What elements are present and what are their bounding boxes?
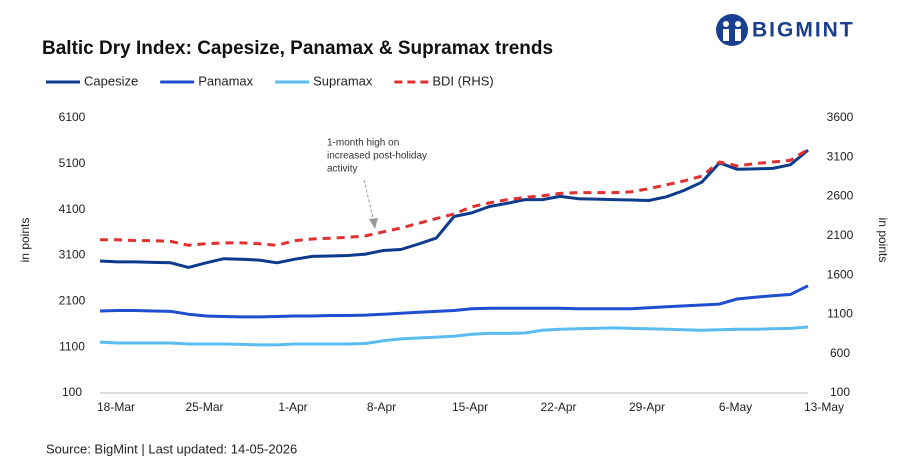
y2-tick-label: 3100 <box>827 149 854 163</box>
series-line <box>99 148 809 269</box>
y-tick-label: 3100 <box>59 248 86 262</box>
y-tick-label: 4100 <box>59 202 86 216</box>
series-line <box>100 148 809 247</box>
x-tick-label: 13-May <box>804 400 844 414</box>
y2-tick-label: 3600 <box>827 110 854 124</box>
y2-tick-label: 1600 <box>827 267 854 281</box>
y-tick-label: 6100 <box>59 110 86 124</box>
x-tick-label: 22-Apr <box>540 400 576 414</box>
legend-label: Supramax <box>313 73 373 88</box>
series-line <box>99 284 809 319</box>
chart-title: Baltic Dry Index: Capesize, Panamax & Su… <box>42 38 553 59</box>
x-tick-label: 15-Apr <box>452 400 488 414</box>
y2-tick-label: 1100 <box>827 307 853 321</box>
annotation-arrowhead <box>369 218 378 229</box>
x-tick-label: 29-Apr <box>629 400 665 414</box>
annotation: 1-month high on increased post-holiday a… <box>327 138 427 229</box>
logo: BIGMINT <box>716 14 855 46</box>
x-tick-label: 1-Apr <box>278 400 307 414</box>
y-tick-label: 1100 <box>59 339 85 353</box>
logo-icon <box>716 14 748 46</box>
y2-tick-label: 2600 <box>827 189 854 203</box>
source: Source: BigMint | Last updated: 14-05-20… <box>46 441 297 456</box>
annotation-text: activity <box>327 164 358 175</box>
legend-label: BDI (RHS) <box>432 73 493 88</box>
annotation-arrow <box>363 179 375 223</box>
y2-tick-label: 100 <box>830 385 850 399</box>
legend-label: Panamax <box>198 73 253 88</box>
annotation-text: 1-month high on <box>327 138 399 149</box>
legend-label: Capesize <box>84 73 138 88</box>
x-tick-label: 6-May <box>719 400 752 414</box>
x-tick-label: 25-Mar <box>185 400 223 414</box>
y2-axis-title: in points <box>876 218 890 263</box>
y2-tick-label: 2100 <box>827 228 854 242</box>
series-line <box>99 325 809 347</box>
y-tick-label: 5100 <box>59 156 86 170</box>
x-tick-label: 8-Apr <box>367 400 396 414</box>
brand: BIGMINT <box>752 19 855 42</box>
y2-tick-label: 600 <box>830 346 850 360</box>
y-tick-label: 100 <box>62 385 82 399</box>
y-axis-title: in points <box>18 218 32 263</box>
y-tick-label: 2100 <box>59 294 86 308</box>
x-tick-label: 18-Mar <box>97 400 135 414</box>
annotation-text: increased post-holiday <box>327 151 427 162</box>
